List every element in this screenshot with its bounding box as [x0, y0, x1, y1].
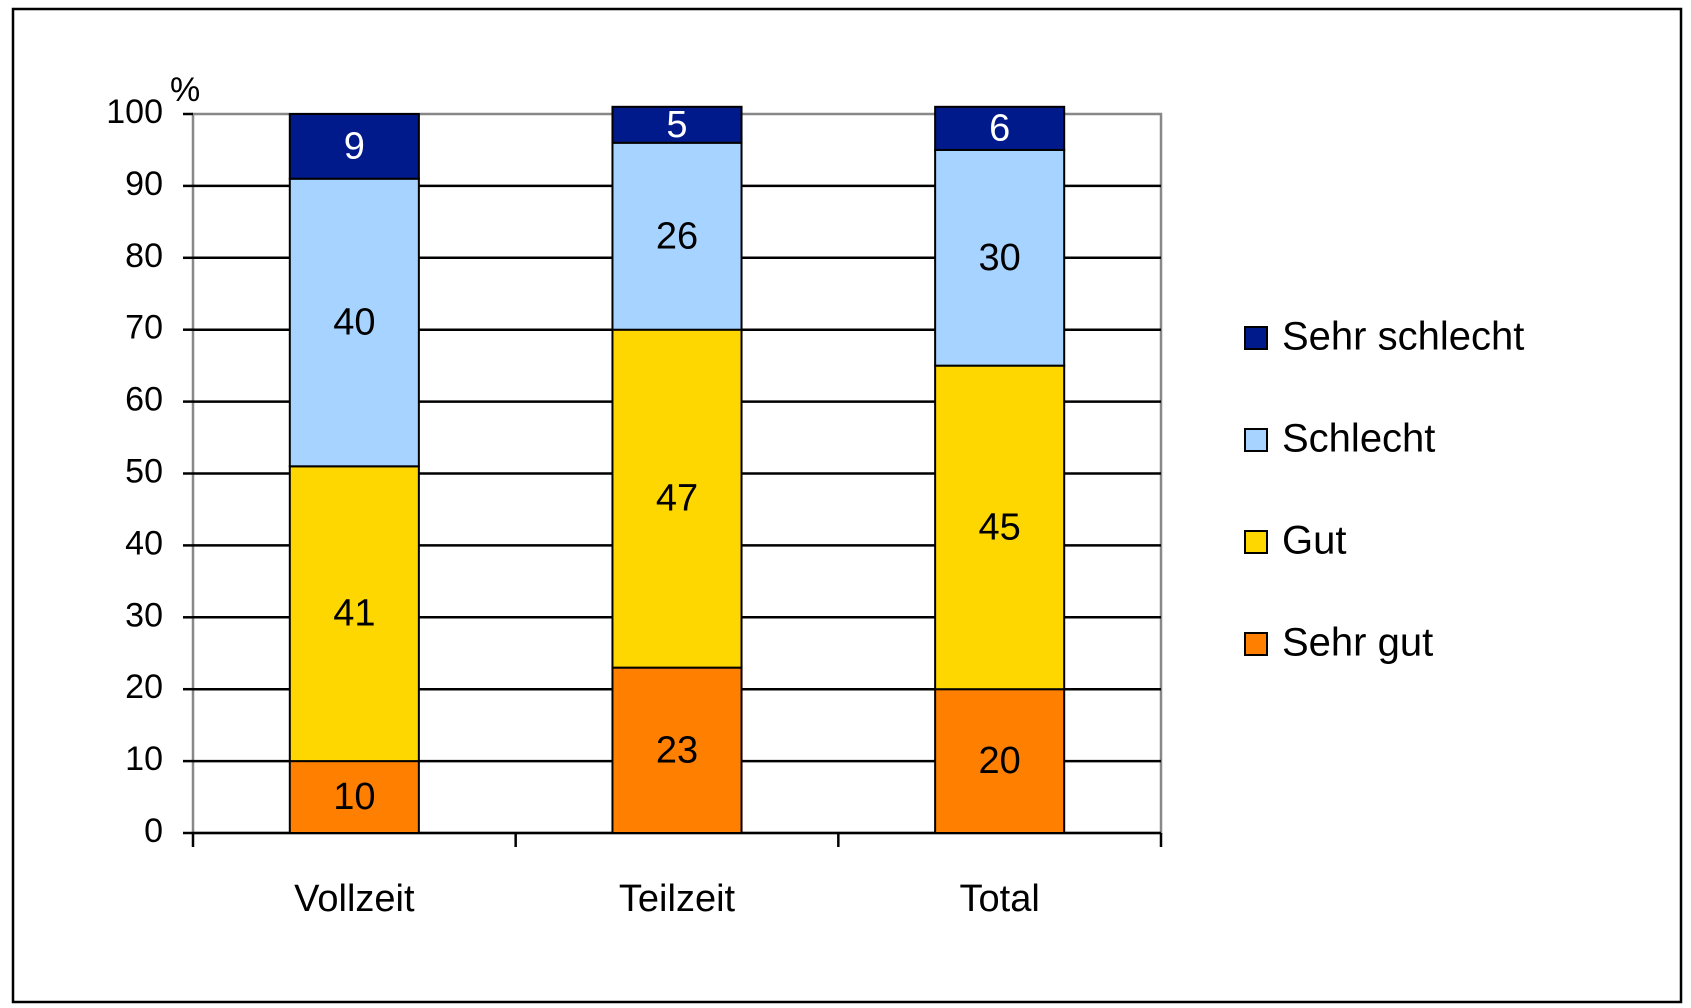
legend-swatch — [1244, 326, 1268, 350]
data-label: 45 — [979, 506, 1021, 548]
y-tick-label: 60 — [125, 381, 163, 419]
data-label: 41 — [333, 593, 375, 635]
data-label: 9 — [344, 125, 365, 167]
bar-segment — [934, 688, 1066, 835]
bar-segment — [934, 105, 1066, 151]
x-tick-label: Total — [960, 878, 1040, 920]
bar-segment — [934, 148, 1066, 367]
data-label: 20 — [979, 740, 1021, 782]
frame — [11, 7, 1683, 1004]
y-tick-label: 100 — [106, 93, 163, 131]
legend-swatch — [1244, 530, 1268, 554]
y-tick-label: 50 — [125, 452, 163, 490]
bar-segment — [611, 328, 743, 669]
data-label: 23 — [656, 729, 698, 771]
legend-label: Sehr schlecht — [1282, 315, 1524, 359]
legend-swatch — [1244, 428, 1268, 452]
data-label: 30 — [979, 237, 1021, 279]
data-label: 6 — [989, 107, 1010, 149]
legend-swatch — [1244, 632, 1268, 656]
bar-segment — [288, 465, 420, 763]
y-tick-label: 20 — [125, 668, 163, 706]
y-tick-label: 40 — [125, 524, 163, 562]
data-label: 47 — [656, 478, 698, 520]
bar-segment — [934, 364, 1066, 691]
data-label: 26 — [656, 215, 698, 257]
legend-label: Schlecht — [1282, 417, 1435, 461]
bar-segment — [288, 113, 420, 180]
y-tick-label: 70 — [125, 309, 163, 347]
legend-label: Gut — [1282, 519, 1346, 563]
x-tick-label: Vollzeit — [294, 878, 415, 920]
y-tick-label: 80 — [125, 237, 163, 275]
bar-segment — [611, 105, 743, 144]
y-tick-label: 10 — [125, 740, 163, 778]
y-axis-label: % — [170, 71, 200, 109]
data-label: 10 — [333, 776, 375, 818]
bar-segment — [611, 666, 743, 834]
y-tick-label: 0 — [144, 812, 163, 850]
x-tick-label: Teilzeit — [619, 878, 736, 920]
legend-label: Sehr gut — [1282, 621, 1433, 665]
data-label: 40 — [333, 302, 375, 344]
y-tick-label: 90 — [125, 165, 163, 203]
data-label: 5 — [666, 104, 687, 146]
y-tick-label: 30 — [125, 596, 163, 634]
